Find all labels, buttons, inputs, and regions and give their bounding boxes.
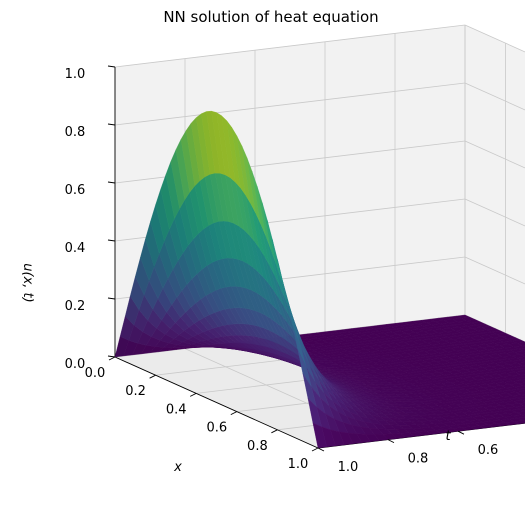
surface-plot (114, 110, 525, 449)
t-axis-label: t (445, 429, 451, 444)
z-tick-label-3: 0.6 (65, 183, 86, 198)
x-tick-4 (271, 429, 278, 434)
grid-wall-xz-3 (464, 140, 525, 169)
z-tick-1 (107, 297, 116, 300)
t-tick-label-5: 1.0 (338, 460, 359, 475)
x-tick-3 (230, 411, 238, 416)
z-tick-label-5: 1.0 (65, 67, 86, 82)
z-tick-label-2: 0.4 (65, 241, 86, 256)
grid-wall-xz-4 (464, 82, 525, 111)
z-tick-0 (107, 355, 116, 358)
x-tick-label-1: 0.2 (125, 384, 146, 399)
grid-wall-xz-2 (464, 198, 525, 227)
x-tick-label-5: 1.0 (288, 457, 309, 472)
surface-patch-39-0 (312, 422, 328, 449)
t-tick-5 (317, 447, 325, 452)
axis-ticks: 0.00.20.40.60.81.00.00.20.40.60.81.00.00… (65, 65, 499, 475)
t-tick-4 (387, 439, 395, 444)
x-tick-5 (311, 447, 319, 452)
z-axis-label: u(x, t) (20, 263, 35, 302)
x-tick-label-2: 0.4 (166, 402, 187, 417)
z-tick-5 (107, 65, 116, 68)
z-tick-3 (107, 181, 116, 184)
x-tick-label-0: 0.0 (85, 366, 106, 381)
x-tick-2 (189, 392, 197, 397)
z-tick-label-0: 0.0 (65, 357, 86, 372)
z-tick-label-1: 0.2 (65, 299, 86, 314)
grid-wall-xz-5 (464, 24, 525, 53)
chart-title: NN solution of heat equation (163, 8, 378, 26)
z-tick-2 (107, 239, 116, 242)
back-pane-xz (465, 25, 525, 342)
grid-wall-tz-4 (114, 82, 466, 126)
x-tick-0 (108, 356, 116, 361)
x-tick-label-4: 0.8 (247, 439, 268, 454)
t-tick-label-4: 0.8 (408, 452, 429, 467)
z-tick-label-4: 0.8 (65, 125, 86, 140)
grid-wall-xz-1 (464, 256, 525, 285)
x-axis-label: x (173, 460, 182, 475)
t-tick-label-3: 0.6 (478, 443, 499, 458)
x-axis-line (114, 356, 319, 449)
x-tick-1 (149, 374, 156, 379)
t-tick-3 (457, 430, 465, 435)
x-tick-label-3: 0.6 (206, 421, 227, 436)
z-tick-4 (107, 123, 116, 126)
grid-wall-tz-5 (114, 24, 466, 68)
